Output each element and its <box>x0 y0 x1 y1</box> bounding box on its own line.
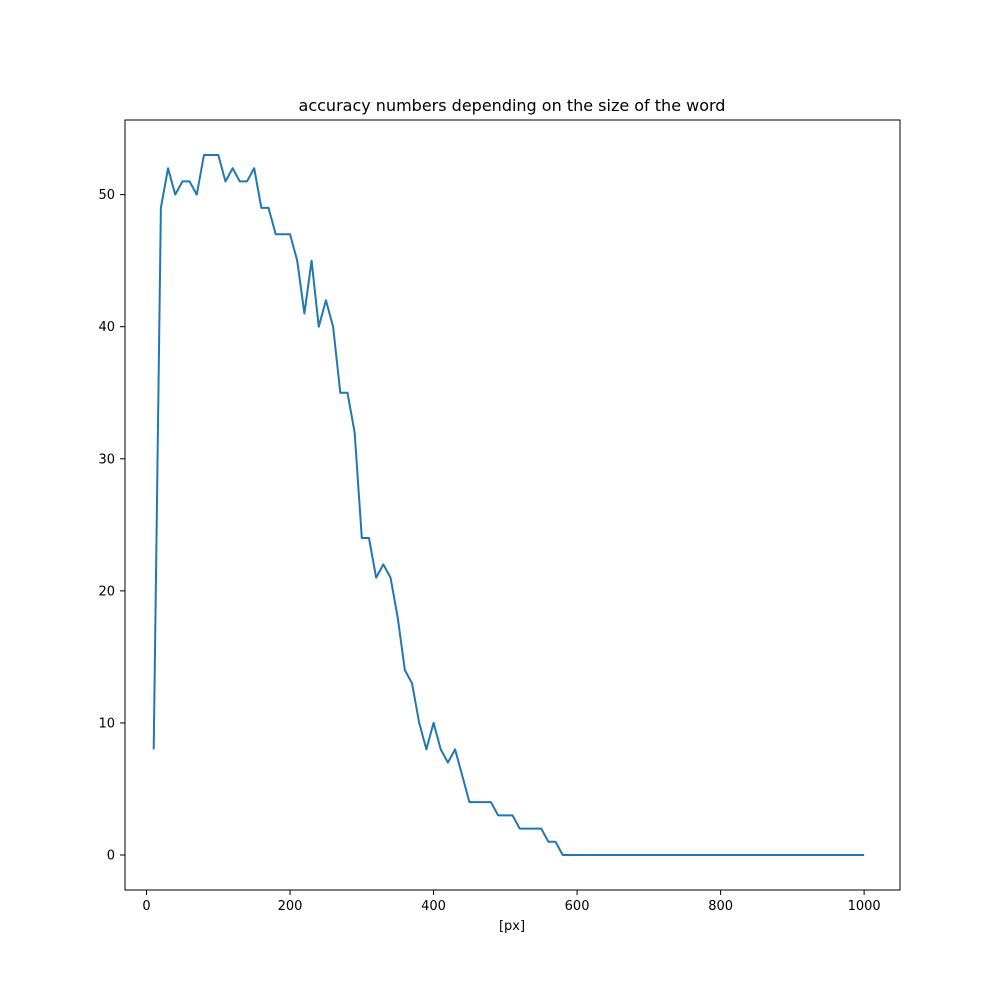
x-tick-label: 400 <box>421 899 446 914</box>
x-tick-label: 200 <box>278 899 303 914</box>
series-line <box>152 154 865 856</box>
y-tick-label: 10 <box>98 716 115 731</box>
x-tick-label: 800 <box>708 899 733 914</box>
x-tick-label: 0 <box>142 899 150 914</box>
x-axis-label: [px] <box>499 919 525 934</box>
plot-frame <box>124 119 901 891</box>
x-tick-label: 600 <box>565 899 590 914</box>
axis-ticks: 0 200 400 600 800 1000 0 10 20 30 40 50 <box>98 188 880 914</box>
x-tick-label: 1000 <box>848 899 881 914</box>
y-tick-label: 30 <box>98 452 115 467</box>
y-tick-label: 50 <box>98 188 115 203</box>
chart-title: accuracy numbers depending on the size o… <box>299 96 726 115</box>
y-tick-label: 20 <box>98 584 115 599</box>
y-tick-label: 40 <box>98 320 115 335</box>
y-tick-label: 0 <box>107 849 115 864</box>
